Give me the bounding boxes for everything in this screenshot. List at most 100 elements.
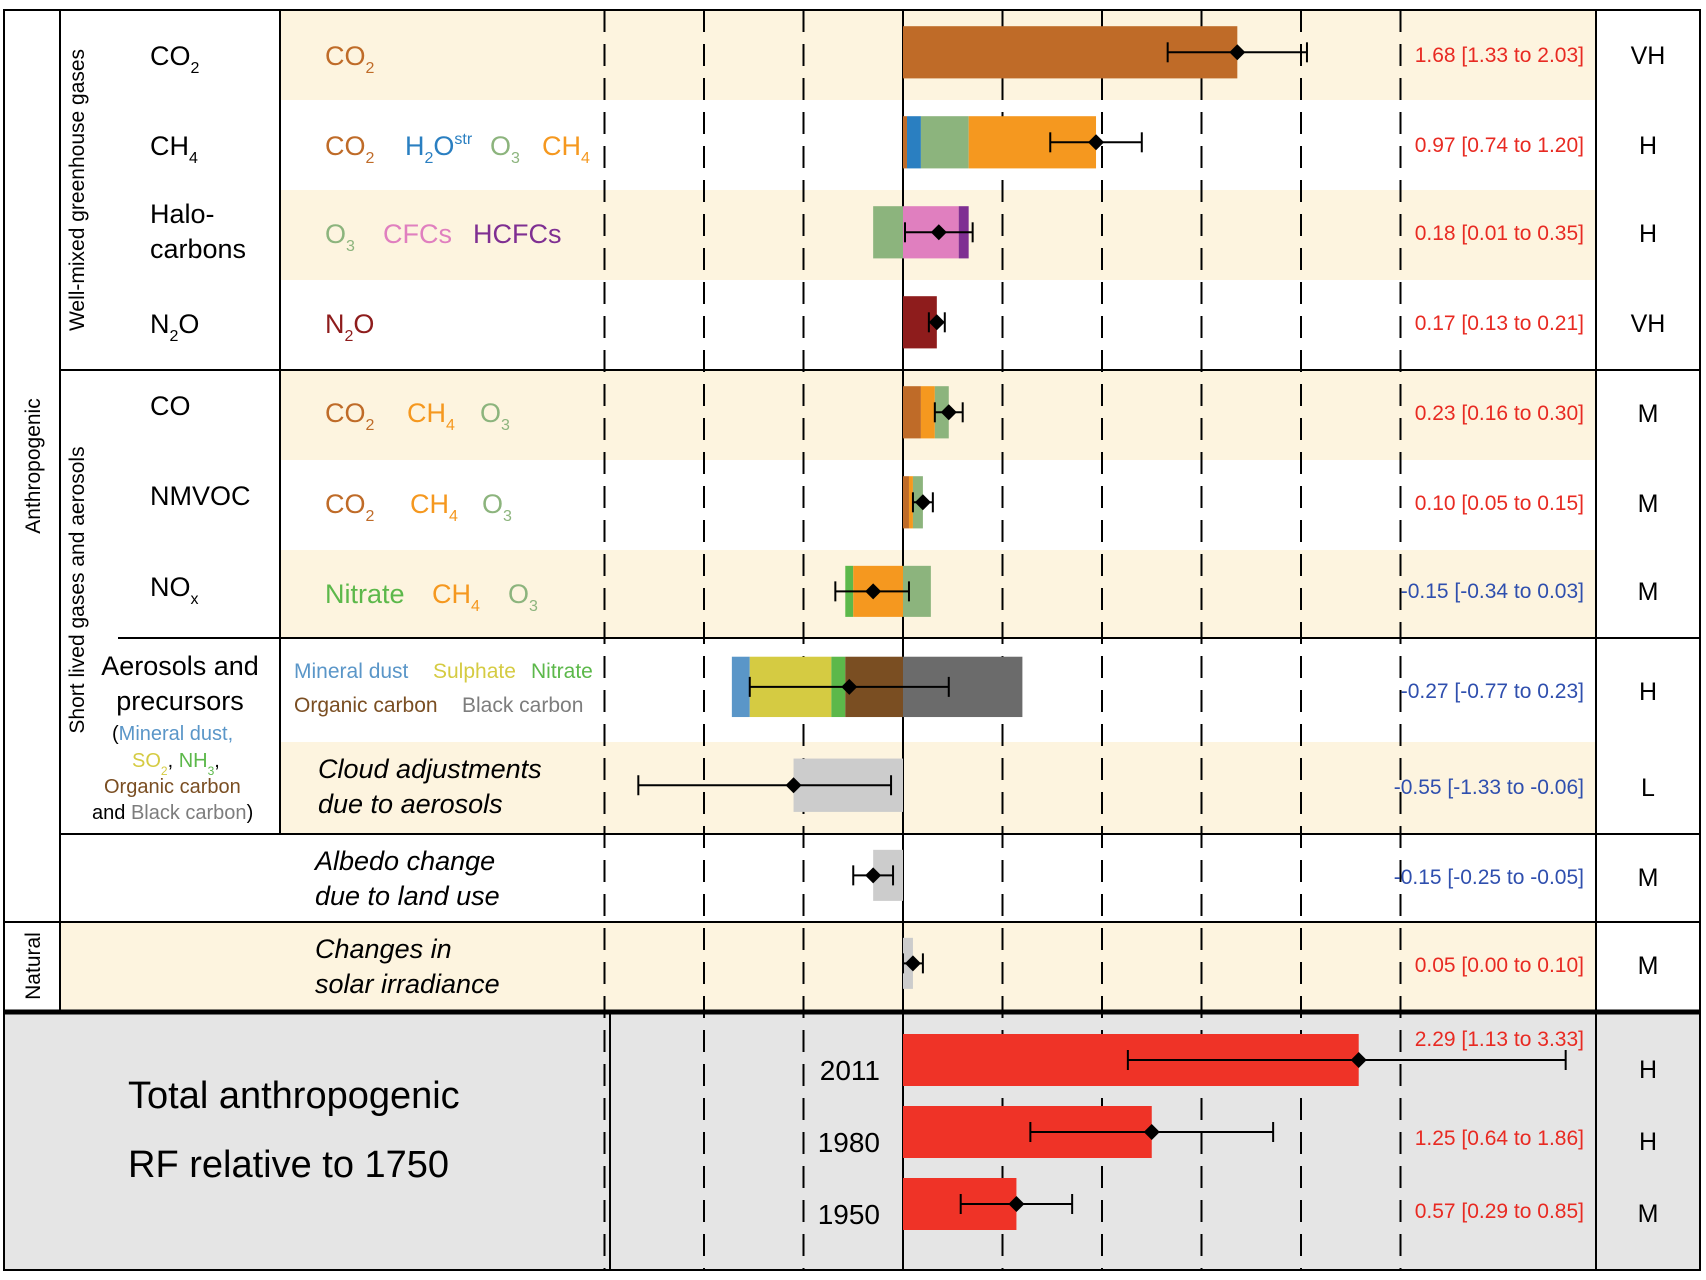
bars — [637, 26, 1567, 1230]
component-label: O3 — [482, 489, 512, 525]
component-label-part: 2 — [366, 150, 375, 167]
confidence-level: H — [1639, 1128, 1657, 1156]
emitted-compound-part: CH — [150, 131, 189, 161]
error-bar-best-estimate — [904, 955, 921, 972]
rf-value: 1.68 [1.33 to 2.03] — [1415, 44, 1584, 67]
component-label-part: CH — [410, 489, 449, 519]
year-label: 1950 — [818, 1199, 880, 1230]
rf-value: 0.18 [0.01 to 0.35] — [1415, 222, 1584, 245]
component-label: CO2 — [325, 131, 375, 167]
bar-segment — [873, 206, 903, 259]
confidence-level: H — [1639, 220, 1657, 248]
component-label-part: CH — [407, 398, 446, 428]
totals-title: Total anthropogenic — [128, 1075, 460, 1117]
legend-label: Nitrate — [531, 660, 593, 683]
error-bar-best-estimate — [914, 494, 931, 511]
total-error-bar-best-estimate — [1008, 1196, 1025, 1212]
emitted-compound-part: 2 — [170, 328, 179, 345]
emitted-compound-part: NO — [150, 572, 191, 602]
emitted-compound: CO — [150, 391, 191, 421]
component-label-part: str — [454, 131, 472, 148]
component-label: HCFCs — [473, 219, 562, 249]
totals-title: RF relative to 1750 — [128, 1144, 449, 1186]
component-label: O3 — [325, 219, 355, 255]
component-label-part: CFCs — [383, 219, 452, 249]
component-label-part: O — [433, 131, 454, 161]
adjustment-label: Cloud adjustments — [318, 754, 542, 784]
component-label-part: 4 — [581, 150, 590, 167]
component-label-part: O — [508, 579, 529, 609]
precursor-list-part: Black carbon — [131, 802, 247, 824]
error-bar-best-estimate — [841, 678, 858, 695]
legend-label: Mineral dust — [294, 660, 409, 683]
precursor-list-part: , — [214, 750, 220, 772]
component-label: CO2 — [325, 398, 375, 434]
component-label-part: N — [325, 309, 345, 339]
component-label-part: O — [490, 131, 511, 161]
emitted-compound-part: 2 — [191, 60, 200, 77]
confidence-level: VH — [1631, 310, 1666, 338]
component-label: H2Ostr — [405, 131, 473, 167]
component-label-part: 4 — [449, 508, 458, 525]
component-label-part: CO — [325, 398, 366, 428]
confidence-level: L — [1641, 774, 1655, 802]
bar-segment — [903, 476, 909, 529]
component-label-part: 3 — [529, 598, 538, 615]
confidence-level: H — [1639, 1056, 1657, 1084]
group-label: Short lived gases and aerosols — [66, 446, 89, 733]
component-label-part: 2 — [425, 150, 434, 167]
emitted-compound: Aerosols and — [101, 651, 259, 681]
component-label: CH4 — [432, 579, 480, 615]
component-label-part: 3 — [501, 417, 510, 434]
adjustment-label: due to aerosols — [318, 789, 503, 819]
component-label-part: CO — [325, 131, 366, 161]
component-label-part: CO — [325, 41, 366, 71]
component-label-part: 3 — [503, 508, 512, 525]
emitted-compound: N2O — [150, 309, 199, 345]
emitted-compound: Halo- — [150, 199, 215, 229]
rf-value: 0.23 [0.16 to 0.30] — [1415, 402, 1584, 425]
component-label: O3 — [480, 398, 510, 434]
confidence-level: M — [1638, 578, 1659, 606]
rf-value: 0.97 [0.74 to 1.20] — [1415, 134, 1584, 157]
precursor-list-part: , — [168, 750, 179, 772]
group-label: Well-mixed greenhouse gases — [66, 49, 89, 331]
error-bar-best-estimate — [940, 404, 957, 421]
bar-segment — [920, 116, 969, 169]
confidence-level: M — [1638, 864, 1659, 892]
row-shade — [60, 922, 1596, 1010]
component-label-part: 2 — [345, 328, 354, 345]
component-label-part: HCFCs — [473, 219, 562, 249]
rf-value: 1.25 [0.64 to 1.86] — [1415, 1127, 1584, 1150]
confidence-level: M — [1638, 952, 1659, 980]
legend-label: Black carbon — [462, 694, 583, 717]
component-label-part: 3 — [511, 150, 520, 167]
rf-value: 0.57 [0.29 to 0.85] — [1415, 1200, 1584, 1223]
component-label: CO2 — [325, 489, 375, 525]
bar-segment — [903, 116, 907, 169]
rf-value: 2.29 [1.13 to 3.33] — [1415, 1028, 1584, 1051]
component-label-part: 2 — [366, 508, 375, 525]
rf-value: -0.27 [-0.77 to 0.23] — [1401, 680, 1584, 703]
emitted-compound-part: O — [178, 309, 199, 339]
error-bar-best-estimate — [930, 224, 947, 241]
component-label-part: H — [405, 131, 425, 161]
confidence-level: M — [1638, 490, 1659, 518]
confidence-level: M — [1638, 1200, 1659, 1228]
component-label: O3 — [490, 131, 520, 167]
error-bar-best-estimate — [1229, 44, 1246, 61]
adjustment-label: solar irradiance — [315, 969, 500, 999]
precursor-list-part: Mineral dust, — [119, 723, 234, 745]
precursor-list: Organic carbon — [104, 776, 241, 798]
year-label: 2011 — [820, 1055, 880, 1086]
precursor-list-part: ( — [112, 723, 119, 745]
component-label: Nitrate — [325, 579, 405, 609]
totals-shade — [4, 1012, 1700, 1270]
component-label-part: CO — [325, 489, 366, 519]
error-bar-best-estimate — [928, 314, 945, 331]
legend-label: Organic carbon — [294, 694, 438, 717]
precursor-list-part: SO — [132, 750, 161, 772]
bar-segment — [908, 476, 913, 529]
error-bar-best-estimate — [1088, 134, 1105, 151]
error-bar-best-estimate — [865, 867, 882, 884]
